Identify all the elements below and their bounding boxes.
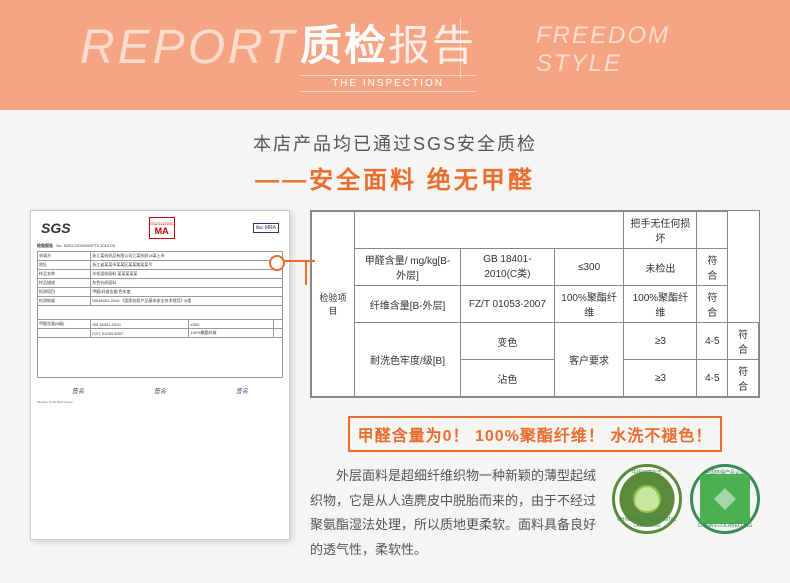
header-right-l2: STYLE xyxy=(536,50,670,78)
ma-cert-icon: 2012111204C MA xyxy=(149,217,175,239)
callout-table: 检验项目把手无任何损坏 甲醛含量/ mg/kg[B-外层]GB 18401-20… xyxy=(310,210,760,398)
callout-pointer-v xyxy=(305,260,307,285)
header-right: FREEDOM STYLE xyxy=(536,22,670,78)
ilac-logo: ilac-MRA xyxy=(253,223,279,233)
content-area: SGS 2012111204C MA ilac-MRA 检验报告 No. NZS… xyxy=(0,205,790,583)
eco-label-badge: 中国环保产品认证 CHINA ECOLABELLING xyxy=(690,464,760,534)
doc-info-table: 申请方浙江某纺织品有限公司江某纺织18某上市 地址浙江省某某市某某区某某路某某号… xyxy=(37,251,283,378)
eco-inner-icon xyxy=(700,474,750,524)
tagline-sub: 本店产品均已通过SGS安全质检 xyxy=(0,130,790,156)
description-text: 外层面料是超细纤维织物一种新颖的薄型起绒织物，它是从人造麂皮中脱胎而来的，由于不… xyxy=(310,464,600,563)
divider xyxy=(460,18,461,78)
header-subtitle: THE INSPECTION xyxy=(300,75,476,92)
doc-footer: Member of the SGS Group xyxy=(37,401,283,405)
header-banner: REPORT 质检报告 THE INSPECTION FREEDOM STYLE xyxy=(0,0,790,110)
inspection-report-document: SGS 2012111204C MA ilac-MRA 检验报告 No. NZS… xyxy=(30,210,290,540)
highlight-text: 甲醛含量为0！ 100%聚酯纤维！ 水洗不褪色！ xyxy=(310,416,760,452)
doc-title: 检验报告 No. NZSL120202697TX 2013-03 xyxy=(37,243,283,249)
doc-logos: SGS 2012111204C MA ilac-MRA xyxy=(37,217,283,239)
header-left-text: REPORT xyxy=(80,20,297,75)
tagline: 本店产品均已通过SGS安全质检 ——安全面料 绝无甲醛 xyxy=(0,110,790,205)
bottom-row: 外层面料是超细纤维织物一种新颖的薄型起绒织物，它是从人造麂皮中脱胎而来的，由于不… xyxy=(310,464,760,563)
right-side: 检验项目把手无任何损坏 甲醛含量/ mg/kg[B-外层]GB 18401-20… xyxy=(310,210,760,563)
callout-pointer xyxy=(275,260,315,262)
header-right-l1: FREEDOM xyxy=(536,22,670,50)
doc-signatures: 签名 签名 签名 xyxy=(37,386,283,395)
header-title: 质检报告 xyxy=(300,12,476,73)
tagline-main: ——安全面料 绝无甲醛 xyxy=(0,160,790,195)
sgs-logo: SGS xyxy=(41,220,71,236)
env-label-badge: 中国环境标志 CHINA ENVIRONMENTAL LABELLING xyxy=(612,464,682,534)
cert-badges: 中国环境标志 CHINA ENVIRONMENTAL LABELLING 中国环… xyxy=(612,464,760,534)
header-mid: 质检报告 THE INSPECTION xyxy=(300,12,476,92)
